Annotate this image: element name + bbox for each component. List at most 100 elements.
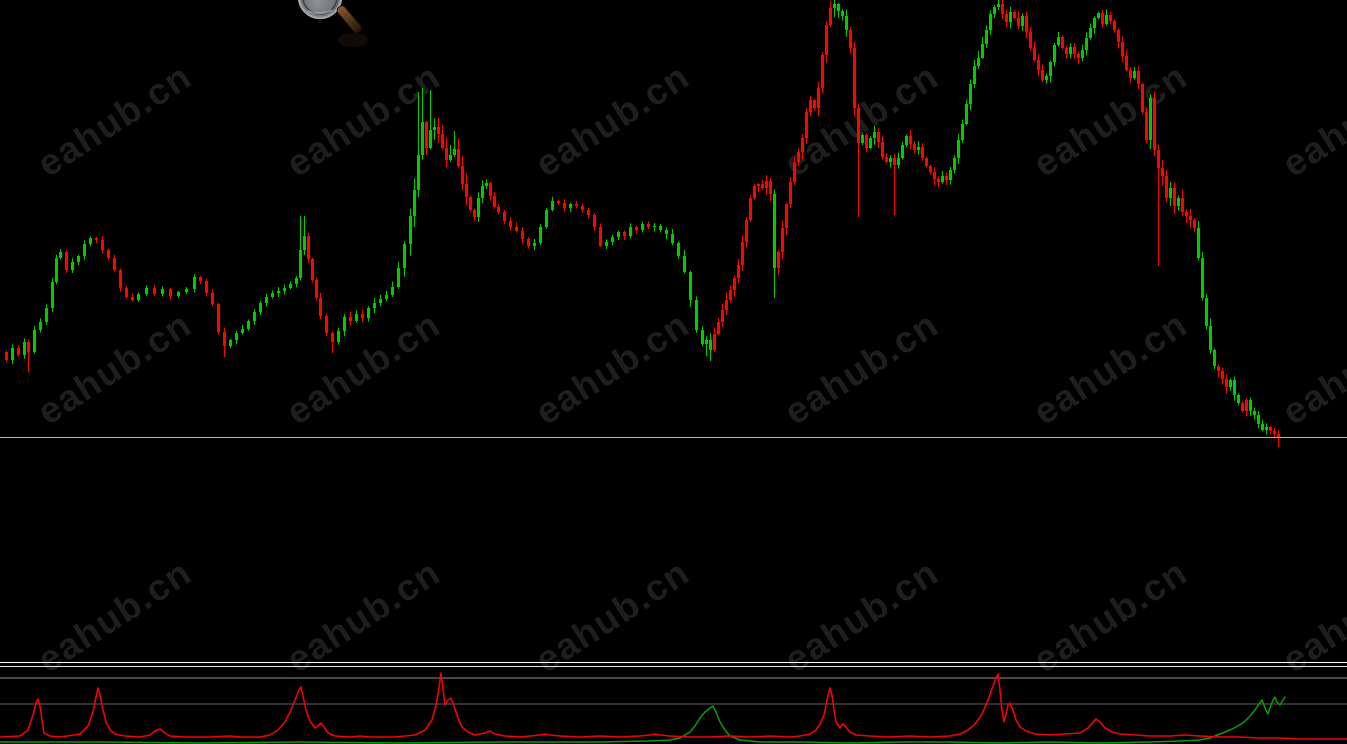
candle	[1053, 42, 1056, 67]
candle-body	[659, 226, 662, 230]
candle	[303, 216, 306, 255]
candle-body	[223, 332, 226, 346]
candle	[533, 238, 536, 251]
candle-body	[833, 4, 836, 8]
candle	[1089, 23, 1092, 40]
watermark: eahub.cn	[777, 303, 946, 432]
candle	[343, 314, 346, 337]
candle-body	[1117, 30, 1120, 42]
candle	[169, 287, 172, 300]
candle-body	[949, 170, 952, 180]
candle	[205, 278, 208, 296]
candle	[881, 136, 884, 160]
candle-body	[319, 298, 322, 316]
candle	[1225, 374, 1228, 394]
candle-body	[605, 242, 608, 246]
candle-body	[1037, 60, 1040, 70]
candle	[913, 141, 916, 154]
candle-body	[131, 297, 134, 300]
candle	[737, 258, 740, 284]
candle	[95, 236, 98, 244]
candle	[825, 21, 828, 63]
candle	[599, 223, 602, 248]
candle	[849, 27, 852, 54]
candle	[753, 183, 756, 201]
candle	[1073, 42, 1076, 59]
candle	[1189, 209, 1192, 228]
candle	[521, 227, 524, 244]
candle	[311, 257, 314, 283]
candle	[485, 179, 488, 189]
candle	[17, 345, 20, 357]
candle-body	[837, 4, 840, 11]
candle	[1245, 398, 1248, 417]
candle-body	[1085, 38, 1088, 50]
candle-body	[33, 330, 36, 352]
candle-body	[629, 227, 632, 236]
candle-body	[1129, 70, 1132, 78]
candle-body	[873, 132, 876, 138]
candle-body	[1061, 37, 1064, 48]
candle	[11, 344, 14, 364]
candle-body	[905, 136, 908, 145]
candle	[873, 125, 876, 145]
candle-body	[533, 243, 536, 246]
candle-body	[119, 270, 122, 288]
candle-body	[489, 183, 492, 196]
candle-body	[65, 252, 68, 270]
candle	[905, 134, 908, 147]
candle-body	[1197, 228, 1200, 258]
candle-body	[623, 232, 626, 236]
candle-body	[1065, 48, 1068, 54]
candle-body	[1145, 112, 1148, 140]
candle-body	[885, 157, 888, 162]
candle	[461, 155, 464, 191]
watermark: eahub.cn	[528, 55, 697, 184]
candle	[1137, 66, 1140, 90]
candle-body	[59, 252, 62, 258]
candle-body	[481, 186, 484, 198]
candle-body	[11, 348, 14, 360]
candle	[969, 79, 972, 111]
candle-body	[1209, 326, 1212, 350]
watermark: eahub.cn	[528, 551, 697, 680]
candle	[319, 292, 322, 320]
candle	[241, 324, 244, 335]
candle-body	[1001, 4, 1004, 14]
candle-body	[1193, 220, 1196, 228]
candle	[1233, 376, 1236, 401]
candle	[65, 250, 68, 273]
candle-body	[757, 184, 760, 186]
candle	[1249, 397, 1252, 416]
candle	[683, 250, 686, 274]
candle	[113, 254, 116, 272]
watermark: eahub.cn	[777, 551, 946, 680]
candle	[1193, 218, 1196, 233]
candle	[373, 298, 376, 314]
candle	[465, 173, 468, 206]
candle	[1125, 49, 1128, 72]
candle	[403, 241, 406, 277]
candle	[889, 155, 892, 168]
candle-body	[1069, 47, 1072, 54]
candle-body	[453, 149, 456, 155]
candle-body	[23, 342, 26, 355]
candle-body	[877, 132, 880, 142]
candle	[101, 236, 104, 254]
candle	[497, 204, 500, 215]
candle	[153, 285, 156, 297]
candle-body	[599, 227, 602, 246]
candle-body	[765, 181, 768, 188]
candle	[1077, 51, 1080, 64]
candle	[199, 275, 202, 284]
candle-body	[1101, 13, 1104, 24]
candle-body	[825, 25, 828, 55]
candle	[773, 189, 776, 298]
candle	[449, 144, 452, 162]
candle-body	[325, 316, 328, 333]
candle-body	[969, 84, 972, 104]
candle	[989, 10, 992, 35]
candle-body	[1077, 54, 1080, 58]
candle-body	[841, 11, 844, 16]
